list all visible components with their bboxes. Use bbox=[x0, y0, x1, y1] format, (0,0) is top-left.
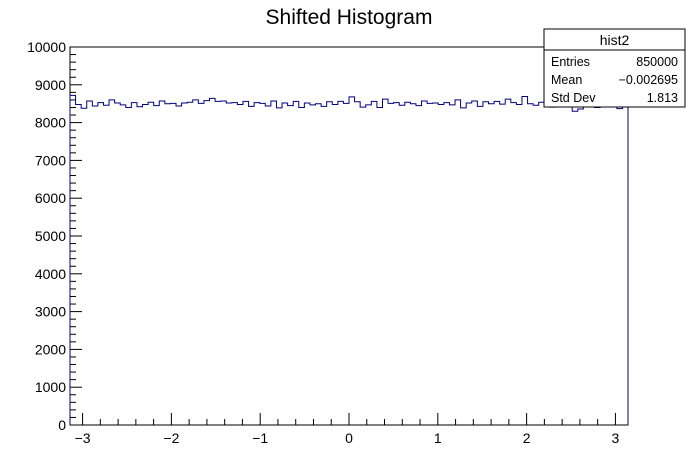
x-tick-label: 3 bbox=[612, 430, 620, 446]
x-tick-label: 0 bbox=[345, 430, 353, 446]
stats-box-title: hist2 bbox=[600, 32, 630, 48]
y-tick-label: 9000 bbox=[35, 77, 66, 93]
y-tick-label: 8000 bbox=[35, 115, 66, 131]
y-tick-label: 5000 bbox=[35, 228, 66, 244]
y-tick-label: 1000 bbox=[35, 379, 66, 395]
y-tick-label: 7000 bbox=[35, 152, 66, 168]
histogram-line bbox=[69, 94, 629, 425]
stats-box: hist2 Entries 850000 Mean −0.002695 Std … bbox=[543, 28, 686, 108]
stats-entries-label: Entries bbox=[551, 55, 590, 69]
x-tick-label: 2 bbox=[523, 430, 531, 446]
histogram-series bbox=[69, 94, 629, 425]
x-tick-label: −1 bbox=[252, 430, 268, 446]
x-tick-label: 1 bbox=[434, 430, 442, 446]
chart-title: Shifted Histogram bbox=[266, 6, 433, 29]
x-tick-label: −3 bbox=[75, 430, 91, 446]
y-tick-label: 0 bbox=[58, 417, 66, 433]
stats-mean-label: Mean bbox=[551, 73, 582, 87]
y-tick-label: 3000 bbox=[35, 304, 66, 320]
stats-mean-value: −0.002695 bbox=[619, 73, 678, 87]
stats-stddev-label: Std Dev bbox=[551, 91, 596, 105]
y-tick-label: 2000 bbox=[35, 341, 66, 357]
y-tick-label: 4000 bbox=[35, 266, 66, 282]
x-tick-label: −2 bbox=[163, 430, 179, 446]
y-axis: 0 1000 2000 3000 4000 5000 6000 7000 8000 9000 100… bbox=[27, 39, 82, 433]
x-axis: −3 −2 −1 0 1 2 3 bbox=[75, 413, 620, 446]
y-tick-label: 6000 bbox=[35, 190, 66, 206]
stats-box-frame bbox=[543, 28, 686, 108]
stats-stddev-value: 1.813 bbox=[647, 91, 678, 105]
stats-entries-value: 850000 bbox=[636, 55, 678, 69]
y-tick-label: 10000 bbox=[27, 39, 66, 55]
